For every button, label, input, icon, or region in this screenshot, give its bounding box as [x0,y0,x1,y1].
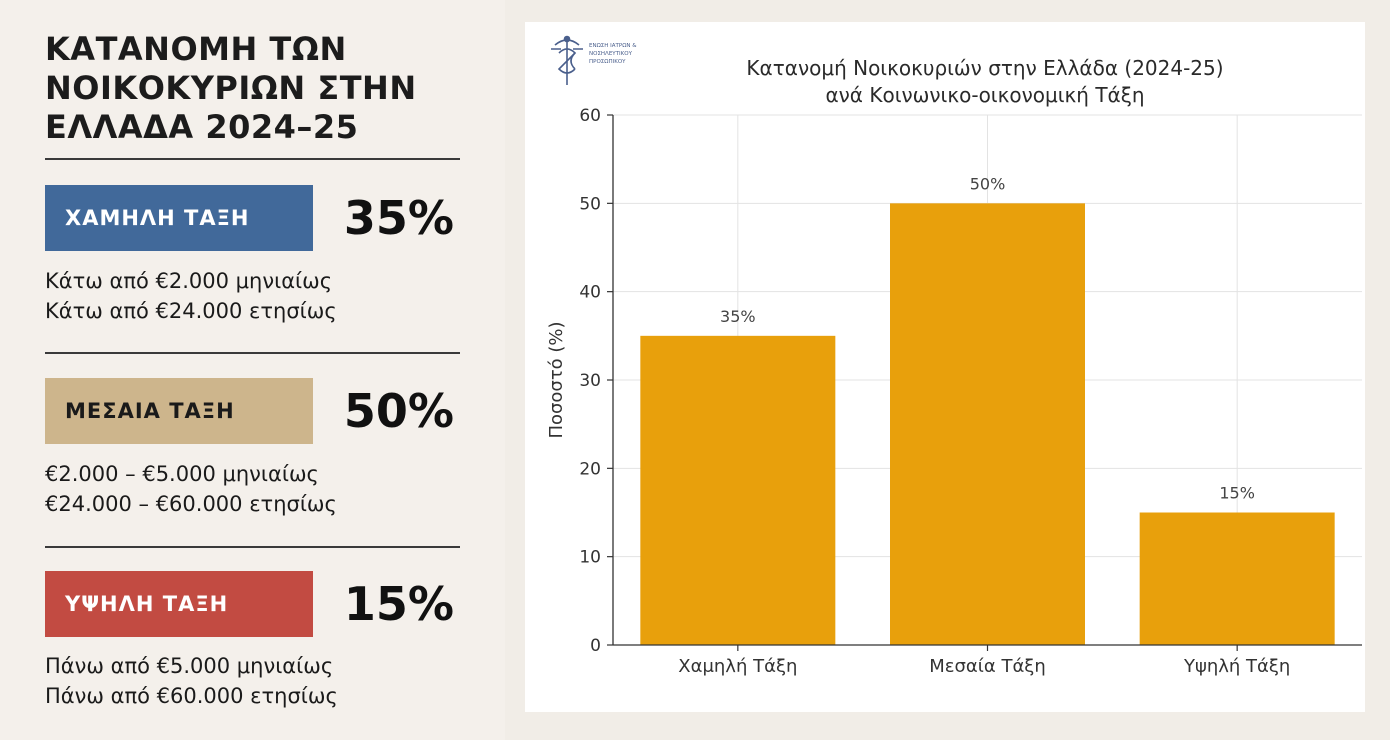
middle-class-badge: ΜΕΣΑΙΑ ΤΑΞΗ [45,378,313,444]
low-class-badge: ΧΑΜΗΛΗ ΤΑΞΗ [45,185,313,251]
divider [45,158,460,160]
high-class-badge: ΥΨΗΛΗ ΤΑΞΗ [45,571,313,637]
high-class-percent: 15% [343,577,454,631]
logo-text-1: ΕΝΩΣΗ ΙΑΤΡΩΝ & [589,43,637,49]
low-class-description: Κάτω από €2.000 μηνιαίως Κάτω από €24.00… [45,266,485,326]
logo-text-2: ΝΟΣΗΛΕΥΤΙΚΟΥ [589,51,633,57]
middle-class-percent: 50% [343,384,454,438]
infographic-title: ΚΑΤΑΝΟΜΗ ΤΩΝ ΝΟΙΚΟΚΥΡΙΩΝ ΣΤΗΝ ΕΛΛΑΔΑ 202… [45,30,465,147]
title-line-1: ΚΑΤΑΝΟΜΗ ΤΩΝ [45,30,347,68]
high-class-description: Πάνω από €5.000 μηνιαίως Πάνω από €60.00… [45,651,485,711]
middle-class-monthly: €2.000 – €5.000 μηνιαίως [45,462,319,486]
low-class-percent: 35% [343,191,454,245]
logo-text-3: ΠΡΟΣΩΠΙΚΟΥ [589,59,626,65]
high-class-monthly: Πάνω από €5.000 μηνιαίως [45,654,334,678]
infographic-panel: ΚΑΤΑΝΟΜΗ ΤΩΝ ΝΟΙΚΟΚΥΡΙΩΝ ΣΤΗΝ ΕΛΛΑΔΑ 202… [0,0,505,740]
low-class-monthly: Κάτω από €2.000 μηνιαίως [45,269,333,293]
title-line-2: ΝΟΙΚΟΚΥΡΙΩΝ ΣΤΗΝ [45,69,417,107]
title-line-3: ΕΛΛΑΔΑ 2024–25 [45,108,359,146]
divider [45,546,460,548]
chart-panel [525,22,1365,712]
high-class-annual: Πάνω από €60.000 ετησίως [45,684,338,708]
middle-class-annual: €24.000 – €60.000 ετησίως [45,492,337,516]
caduceus-logo-icon: ΕΝΩΣΗ ΙΑΤΡΩΝ & ΝΟΣΗΛΕΥΤΙΚΟΥ ΠΡΟΣΩΠΙΚΟΥ [551,35,637,85]
middle-class-description: €2.000 – €5.000 μηνιαίως €24.000 – €60.0… [45,459,485,519]
low-class-annual: Κάτω από €24.000 ετησίως [45,299,337,323]
divider [45,352,460,354]
